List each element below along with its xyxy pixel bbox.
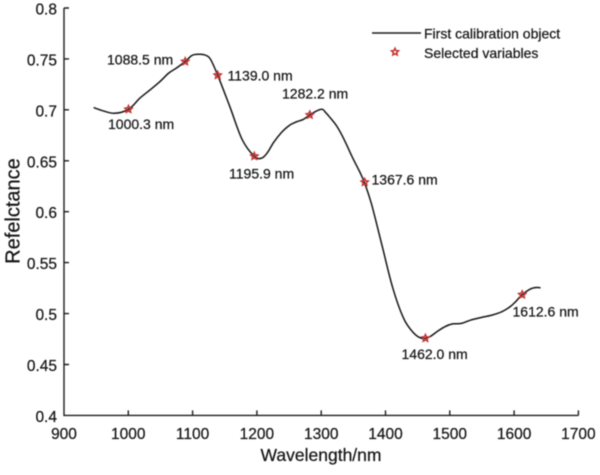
- svg-text:1200: 1200: [240, 426, 275, 443]
- svg-text:1000: 1000: [111, 426, 146, 443]
- svg-text:1367.6 nm: 1367.6 nm: [372, 172, 438, 188]
- svg-text:1139.0 nm: 1139.0 nm: [228, 68, 293, 84]
- svg-text:0.4: 0.4: [35, 409, 57, 426]
- svg-text:1700: 1700: [561, 426, 596, 443]
- svg-text:0.8: 0.8: [35, 2, 57, 19]
- svg-text:1282.2 nm: 1282.2 nm: [282, 86, 348, 102]
- svg-text:1195.9 nm: 1195.9 nm: [229, 166, 294, 182]
- svg-text:1300: 1300: [304, 426, 339, 443]
- svg-text:0.5: 0.5: [35, 307, 57, 324]
- svg-text:0.65: 0.65: [27, 154, 57, 171]
- svg-text:Selected variables: Selected variables: [424, 45, 538, 61]
- svg-text:0.55: 0.55: [27, 256, 57, 273]
- svg-text:1400: 1400: [368, 426, 403, 443]
- svg-text:0.7: 0.7: [35, 103, 57, 120]
- svg-text:Wavelength/nm: Wavelength/nm: [261, 445, 382, 465]
- svg-text:1088.5 nm: 1088.5 nm: [107, 52, 173, 68]
- svg-text:1600: 1600: [497, 426, 532, 443]
- svg-text:1500: 1500: [433, 426, 468, 443]
- svg-text:1100: 1100: [176, 426, 210, 443]
- svg-text:1462.0 nm: 1462.0 nm: [402, 346, 468, 362]
- svg-text:1000.3 nm: 1000.3 nm: [108, 116, 174, 132]
- svg-text:0.75: 0.75: [27, 52, 57, 69]
- svg-text:First calibration object: First calibration object: [424, 26, 560, 42]
- svg-text:Refelctance: Refelctance: [3, 158, 25, 264]
- svg-text:1612.6 nm: 1612.6 nm: [513, 303, 579, 319]
- svg-text:0.45: 0.45: [27, 358, 57, 375]
- svg-text:0.6: 0.6: [35, 205, 57, 222]
- svg-text:900: 900: [51, 426, 77, 443]
